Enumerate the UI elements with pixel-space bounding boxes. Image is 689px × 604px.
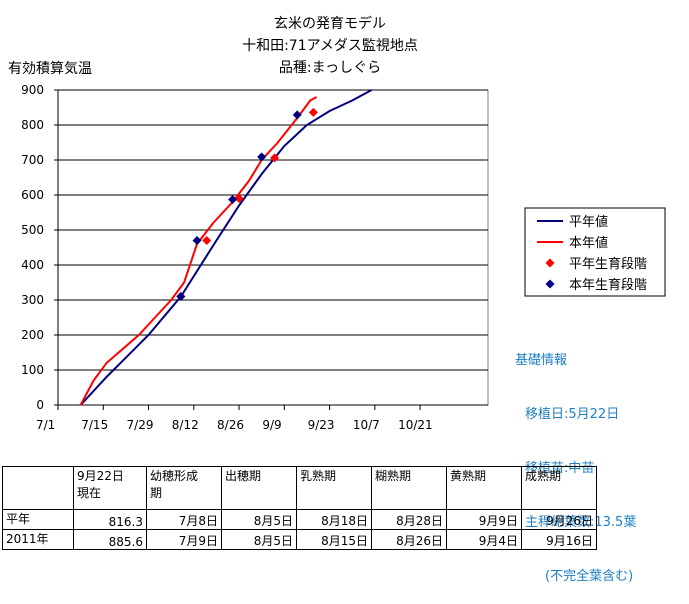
table-cell: 9月4日 xyxy=(446,529,522,550)
y-tick-label: 400 xyxy=(21,258,44,272)
table-row: 平年 816.3 7月8日 8月5日 8月18日 8月28日 9月9日 9月26… xyxy=(2,509,597,530)
x-tick-label: 7/29 xyxy=(127,418,154,432)
y-tick-label: 700 xyxy=(21,153,44,167)
info-line-note: (不完全葉含む) xyxy=(545,569,634,584)
table-cell: 平年 xyxy=(2,509,74,530)
legend-label: 平年値 xyxy=(569,214,608,230)
table-cell: 9月26日 xyxy=(521,509,597,530)
table-cell: 8月26日 xyxy=(371,529,447,550)
legend-swatch xyxy=(545,279,555,289)
x-tick-label: 7/1 xyxy=(36,418,55,432)
table-cell: 9月9日 xyxy=(446,509,522,530)
y-tick-label: 300 xyxy=(21,293,44,307)
y-tick-label: 500 xyxy=(21,223,44,237)
legend-label: 本年生育段階 xyxy=(569,277,647,293)
x-tick-label: 9/9 xyxy=(262,418,281,432)
table-cell: 885.6 xyxy=(73,529,147,550)
plot-area xyxy=(57,89,489,406)
chart-title-3: 品種:まっしぐら xyxy=(278,60,382,76)
table-row: 2011年 885.6 7月9日 8月5日 8月15日 8月26日 9月4日 9… xyxy=(2,529,597,550)
y-tick-label: 0 xyxy=(36,398,44,412)
y-tick-label: 600 xyxy=(21,188,44,202)
table-cell: 8月5日 xyxy=(221,529,297,550)
legend-label: 本年値 xyxy=(569,235,608,251)
x-tick-label: 10/7 xyxy=(353,418,380,432)
table-header-cell: 黄熟期 xyxy=(446,466,522,510)
data-point xyxy=(176,292,186,301)
data-point xyxy=(234,194,244,203)
y-tick-label: 900 xyxy=(21,83,44,97)
y-tick-label: 800 xyxy=(21,118,44,132)
legend-swatch xyxy=(545,258,555,268)
table-cell: 8月28日 xyxy=(371,509,447,530)
chart-title-2: 十和田:71アメダス監視地点 xyxy=(242,38,418,54)
accumulated-temperature-chart: 0 100 200 300 400 500 600 700 800 900 7/1 7/15 7/29 8… xyxy=(21,83,666,432)
y-axis-label: 有効積算気温 xyxy=(8,61,92,77)
data-point xyxy=(270,153,280,163)
table-cell: 816.3 xyxy=(73,509,147,530)
table-cell: 9月16日 xyxy=(521,529,597,550)
table-header-cell: 出穂期 xyxy=(221,466,297,510)
info-heading: 基礎情報 xyxy=(515,353,568,368)
data-point xyxy=(228,195,238,205)
x-tick-label: 7/15 xyxy=(81,418,108,432)
table-cell: 8月18日 xyxy=(296,509,372,530)
growth-stage-table: 9月22日 現在 幼穂形成期 出穂期 乳熟期 糊熟期 黄熟期 成熟期 平年 816… xyxy=(2,466,597,550)
table-header-row: 9月22日 現在 幼穂形成期 出穂期 乳熟期 糊熟期 黄熟期 成熟期 xyxy=(2,466,597,510)
info-line-transplant-date: 移植日:5月22日 xyxy=(525,407,620,422)
table-header-cell xyxy=(2,466,74,510)
table-header-cell: 乳熟期 xyxy=(296,466,372,510)
table-cell: 7月9日 xyxy=(146,529,222,550)
x-tick-label: 8/12 xyxy=(172,418,199,432)
table-header-cell: 9月22日 現在 xyxy=(73,466,147,510)
chart-title-1: 玄米の発育モデル xyxy=(274,16,386,32)
x-tick-label: 8/26 xyxy=(217,418,244,432)
table-cell: 7月8日 xyxy=(146,509,222,530)
series-line-0 xyxy=(79,89,373,406)
table-header-cell: 糊熟期 xyxy=(371,466,447,510)
data-point xyxy=(257,152,267,162)
data-point xyxy=(292,110,302,120)
table-cell: 8月5日 xyxy=(221,509,297,530)
table-header-cell: 幼穂形成期 xyxy=(146,466,222,510)
data-point xyxy=(202,236,212,245)
y-tick-label: 200 xyxy=(21,328,44,342)
data-point xyxy=(192,236,202,245)
data-point xyxy=(308,107,318,117)
x-tick-label: 10/21 xyxy=(398,418,433,432)
basic-info: 基礎情報 移植日:5月22日 移植苗:中苗 主稈総葉数:13.5葉 (不完全葉含… xyxy=(515,316,636,604)
y-tick-label: 100 xyxy=(21,363,44,377)
legend-label: 平年生育段階 xyxy=(569,256,647,272)
table-cell: 8月15日 xyxy=(296,529,372,550)
table-cell: 2011年 xyxy=(2,529,74,550)
x-tick-label: 9/23 xyxy=(308,418,335,432)
table-header-cell: 成熟期 xyxy=(521,466,597,510)
